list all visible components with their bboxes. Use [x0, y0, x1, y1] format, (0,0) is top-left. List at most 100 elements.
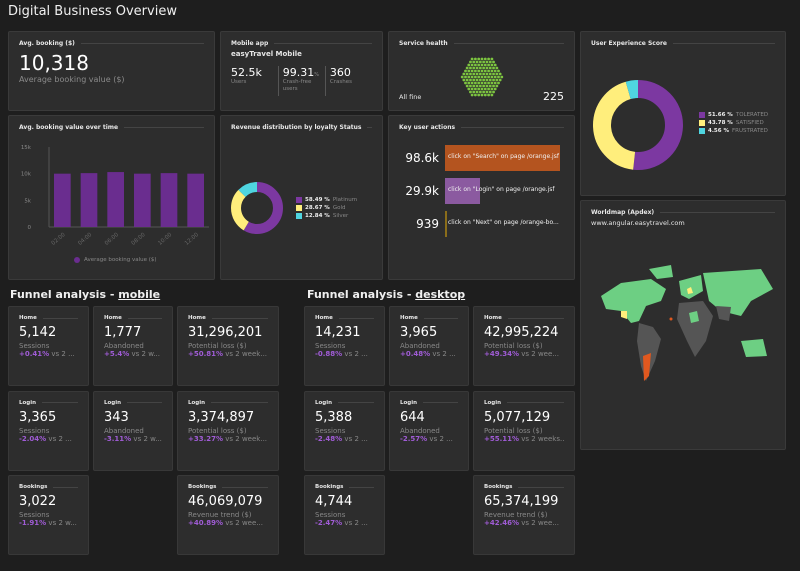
funnel-title-text: Funnel analysis -: [307, 288, 416, 301]
service-dot: [492, 90, 495, 94]
funnel-tile[interactable]: Login 644 Abandoned -2.57% vs 2 ...: [389, 390, 469, 471]
legend-name: SATISFIED: [735, 120, 764, 126]
avg-booking-tile[interactable]: Avg. booking ($) 10,318 Average booking …: [8, 31, 215, 111]
service-dot: [492, 84, 495, 88]
funnel-tile[interactable]: Home 5,142 Sessions +0.41% vs 2 ...: [8, 306, 89, 386]
service-dot: [474, 87, 477, 91]
legend-item[interactable]: 12.84 % Silver: [296, 213, 357, 219]
funnel-step: Login: [19, 400, 78, 406]
ux-score-tile[interactable]: User Experience Score 51.66 % TOLERATED 43…: [580, 31, 786, 196]
service-dot: [475, 84, 479, 88]
service-dot: [493, 69, 497, 73]
funnel-tile[interactable]: Login 5,077,129 Potential loss ($) +55.11% …: [473, 390, 575, 471]
service-health-tile[interactable]: Service health All fine 225: [388, 31, 575, 111]
legend-name: Gold: [332, 205, 346, 211]
funnel-label: Potential loss ($): [484, 342, 543, 350]
service-dot: [467, 87, 471, 91]
funnel-tile[interactable]: Home 3,965 Abandoned +0.48% vs 2 ...: [389, 306, 469, 386]
legend-pct: 58.49 %: [305, 197, 330, 203]
key-user-action[interactable]: 939 click on "Next" on page /orange-bo...: [391, 211, 560, 237]
legend-name: Silver: [332, 213, 349, 219]
service-dot: [470, 57, 474, 61]
x-tick-label: 08:00: [131, 232, 147, 247]
funnel-label: Sessions: [19, 511, 50, 519]
funnel-device-link[interactable]: mobile: [118, 288, 161, 301]
funnel-tile[interactable]: Home 14,231 Sessions -0.88% vs 2 ...: [304, 306, 385, 386]
page-title: Digital Business Overview: [8, 4, 177, 19]
service-dot: [475, 78, 479, 82]
x-tick-label: 10:00: [157, 232, 173, 247]
funnel-tile[interactable]: Home 42,995,224 Potential loss ($) +49.34% …: [473, 306, 575, 386]
funnel-tile[interactable]: Bookings 46,069,079 Revenue trend ($) +40.8…: [177, 475, 279, 555]
funnel-tile[interactable]: Login 5,388 Sessions -2.48% vs 2 ...: [304, 390, 385, 471]
service-dot: [480, 87, 484, 91]
legend-item[interactable]: 58.49 % Platinum: [296, 197, 357, 203]
service-dot: [464, 69, 467, 73]
service-dot: [482, 84, 486, 88]
booking-chart-tile[interactable]: Avg. booking value over time 0 5k 10k 15k 02…: [8, 115, 215, 280]
service-dot: [472, 90, 476, 94]
service-dot: [470, 87, 474, 91]
funnel-tile[interactable]: Bookings 65,374,199 Revenue trend ($) +42.4…: [473, 475, 575, 555]
service-dot: [474, 81, 477, 85]
service-dot: [490, 75, 494, 79]
legend-item[interactable]: 43.78 % SATISFIED: [699, 120, 768, 126]
service-dot: [469, 72, 472, 76]
legend-item[interactable]: 4.56 % FRUSTRATED: [699, 128, 768, 134]
service-dot: [497, 81, 500, 85]
funnel-tile[interactable]: Bookings 3,022 Sessions -1.91% vs 2 w...: [8, 475, 89, 555]
service-dot: [497, 69, 500, 73]
service-dot: [477, 87, 481, 91]
legend-item[interactable]: 28.67 % Gold: [296, 205, 357, 211]
service-dot: [482, 72, 486, 76]
funnel-compare: vs 2 wee...: [519, 519, 559, 527]
key-user-action[interactable]: 98.6k click on "Search" on page /orange.j…: [391, 145, 560, 171]
funnel-tile[interactable]: Home 1,777 Abandoned +5.4% vs 2 w...: [93, 306, 173, 386]
funnel-device-link[interactable]: desktop: [415, 288, 466, 301]
revenue-donut[interactable]: [229, 180, 285, 236]
worldmap-tile[interactable]: Worldmap (Apdex) www.angular.easytravel.…: [580, 200, 786, 450]
service-dot: [475, 60, 479, 64]
key-user-action[interactable]: 29.9k click on "Login" on page /orange.js…: [391, 178, 560, 204]
funnel-step: Home: [400, 315, 458, 321]
funnel-tile[interactable]: Bookings 4,744 Sessions -2.47% vs 2 ...: [304, 475, 385, 555]
funnel-change: +42.46%: [484, 519, 520, 527]
funnel-value: 3,022: [19, 494, 57, 509]
service-dot: [474, 93, 477, 97]
service-dot: [478, 90, 482, 94]
world-map[interactable]: [591, 261, 777, 401]
key-actions-tile[interactable]: Key user actions 98.6k click on "Search" …: [388, 115, 575, 280]
funnel-change: -2.48%: [315, 434, 343, 443]
funnel-tile[interactable]: Login 3,374,897 Potential loss ($) +33.27% …: [177, 390, 279, 471]
service-dot: [483, 81, 487, 85]
ux-score-donut[interactable]: [593, 76, 683, 174]
avg-booking-value: 10,318: [19, 51, 89, 75]
service-dot: [478, 84, 482, 88]
service-dot: [472, 84, 476, 88]
legend-item[interactable]: 51.66 % TOLERATED: [699, 112, 768, 118]
action-label: click on "Search" on page /orange.jsf: [448, 153, 559, 160]
funnel-compare: vs 2 ...: [46, 434, 72, 443]
service-dot: [490, 81, 494, 85]
legend-swatch-icon: [296, 197, 302, 203]
avg-booking-label: Average booking value ($): [19, 75, 125, 84]
chart-legend[interactable]: Average booking value ($): [74, 257, 157, 263]
service-dot: [487, 69, 490, 73]
funnel-compare: vs 2 ...: [342, 434, 368, 443]
service-dot: [477, 81, 481, 85]
service-dot: [493, 81, 497, 85]
funnel-compare: vs 2 w...: [46, 519, 77, 527]
y-tick-label: 10k: [21, 172, 32, 178]
bar: [160, 173, 178, 227]
funnel-change: -2.47%: [315, 519, 343, 527]
metric-value: 360: [329, 66, 351, 79]
mobile-app-tile[interactable]: Mobile app easyTravel Mobile 52.5k Users 9…: [220, 31, 383, 111]
funnel-tile[interactable]: Login 343 Abandoned -3.11% vs 2 w...: [93, 390, 173, 471]
funnel-tile[interactable]: Home 31,296,201 Potential loss ($) +50.81% …: [177, 306, 279, 386]
funnel-tile[interactable]: Login 3,365 Sessions -2.04% vs 2 ...: [8, 390, 89, 471]
legend-swatch-icon: [699, 112, 705, 118]
revenue-tile[interactable]: Revenue distribution by loyalty Status 5…: [220, 115, 383, 280]
service-health-honeycomb[interactable]: [457, 52, 507, 102]
service-dot: [488, 78, 492, 82]
service-dot: [490, 93, 494, 97]
